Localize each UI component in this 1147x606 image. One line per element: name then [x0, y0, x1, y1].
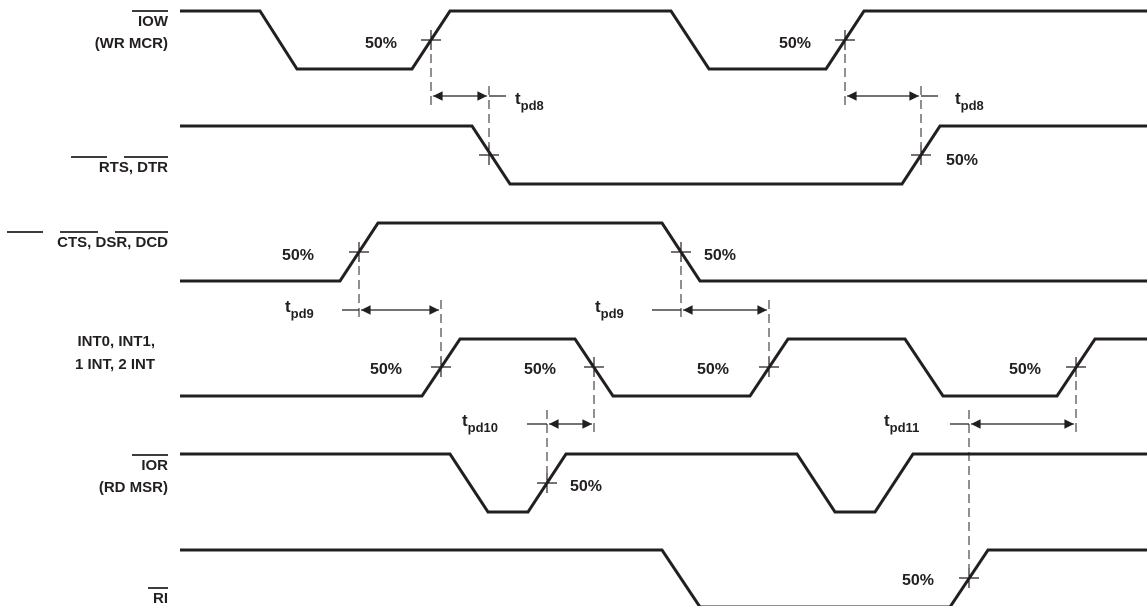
signal-label-cts: CTS, DSR, DCD — [57, 234, 168, 251]
tick-mark — [584, 357, 604, 377]
threshold-label: 50% — [704, 247, 736, 264]
waveforms — [180, 9, 1147, 606]
waveform-cts — [180, 221, 1147, 283]
threshold-ticks — [349, 30, 1086, 588]
signal-label-ior: IOR — [141, 457, 168, 474]
threshold-label: 50% — [779, 35, 811, 52]
tick-mark — [671, 242, 691, 262]
tick-mark — [421, 30, 441, 50]
threshold-label: 50% — [370, 361, 402, 378]
timing-label-tpd9: tpd9 — [285, 297, 314, 321]
waveform-int — [180, 337, 1147, 398]
threshold-label: 50% — [902, 572, 934, 589]
timing-labels: tpd8 tpd8 tpd9 tpd9 tpd10 tpd11 — [285, 89, 984, 435]
signal-label-iow-sub: (WR MCR) — [95, 35, 168, 52]
signal-label-int-sub: 1 INT, 2 INT — [75, 356, 155, 373]
tick-mark — [349, 242, 369, 262]
threshold-label: 50% — [697, 361, 729, 378]
tick-mark — [479, 145, 499, 165]
signal-label-rts: RTS, DTR — [99, 159, 168, 176]
threshold-label: 50% — [1009, 361, 1041, 378]
tick-mark — [911, 145, 931, 165]
timing-arrows — [342, 91, 1074, 429]
waveform-ri — [180, 548, 1147, 606]
timing-label-tpd11: tpd11 — [884, 411, 919, 435]
tick-mark — [431, 357, 451, 377]
tick-mark — [759, 357, 779, 377]
tick-mark — [537, 473, 557, 493]
timing-label-tpd9: tpd9 — [595, 297, 624, 321]
signal-label-int: INT0, INT1, — [77, 333, 155, 350]
threshold-labels: 50% 50% 50% 50% 50% 50% 50% 50% 50% 50% … — [282, 35, 1041, 589]
signal-label-iow: IOW — [138, 13, 169, 30]
threshold-label: 50% — [365, 35, 397, 52]
timing-label-tpd8: tpd8 — [955, 89, 984, 113]
timing-label-tpd10: tpd10 — [462, 411, 498, 435]
threshold-label: 50% — [946, 152, 978, 169]
tick-mark — [959, 568, 979, 588]
threshold-label: 50% — [282, 247, 314, 264]
waveform-ior — [180, 452, 1147, 514]
reference-lines — [358, 40, 1077, 578]
signal-label-ri: RI — [153, 590, 168, 606]
signal-labels: IOW (WR MCR) RTS, DTR CTS, DSR, DCD INT0… — [7, 10, 169, 606]
signal-label-ior-sub: (RD MSR) — [99, 479, 168, 496]
waveform-iow — [180, 9, 1147, 71]
threshold-label: 50% — [524, 361, 556, 378]
threshold-label: 50% — [570, 478, 602, 495]
waveform-rts — [180, 124, 1147, 186]
tick-mark — [835, 30, 855, 50]
tick-mark — [1066, 357, 1086, 377]
timing-label-tpd8: tpd8 — [515, 89, 544, 113]
